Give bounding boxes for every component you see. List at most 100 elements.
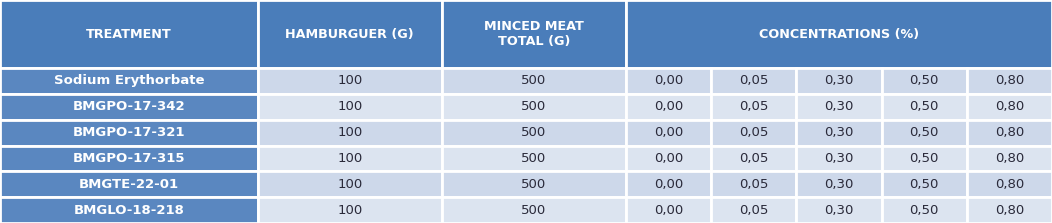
Bar (0, 0, 258, 68)
Bar (0, 197, 258, 223)
Text: 0,05: 0,05 (740, 178, 768, 191)
Bar (711, 120, 796, 145)
Text: 100: 100 (337, 152, 363, 165)
Text: CONCENTRATIONS (%): CONCENTRATIONS (%) (758, 27, 919, 41)
Text: BMGTE-22-01: BMGTE-22-01 (79, 178, 179, 191)
Text: 0,80: 0,80 (995, 178, 1024, 191)
Text: 500: 500 (521, 204, 547, 217)
Text: 0,00: 0,00 (654, 178, 683, 191)
Bar (711, 171, 796, 197)
Text: 100: 100 (337, 178, 363, 191)
Text: 0,05: 0,05 (740, 152, 768, 165)
Text: 0,00: 0,00 (654, 74, 683, 87)
Text: 0,80: 0,80 (995, 74, 1024, 87)
Bar (442, 120, 626, 145)
Text: MINCED MEAT
TOTAL (G): MINCED MEAT TOTAL (G) (484, 20, 584, 48)
Bar (0, 171, 258, 197)
Bar (0, 145, 258, 171)
Bar (796, 120, 882, 145)
Bar (626, 68, 711, 94)
Bar (711, 94, 796, 120)
Text: BMGPO-17-321: BMGPO-17-321 (73, 126, 185, 139)
Bar (0, 94, 258, 120)
Bar (626, 120, 711, 145)
Bar (796, 68, 882, 94)
Text: 0,05: 0,05 (740, 204, 768, 217)
Text: 0,80: 0,80 (995, 152, 1024, 165)
Bar (882, 94, 967, 120)
Text: 0,30: 0,30 (825, 100, 853, 113)
Bar (882, 68, 967, 94)
Bar (442, 197, 626, 223)
Text: 0,05: 0,05 (740, 100, 768, 113)
Text: 0,80: 0,80 (995, 204, 1024, 217)
Bar (967, 94, 1052, 120)
Bar (0, 68, 258, 94)
Text: 0,05: 0,05 (740, 126, 768, 139)
Text: 0,50: 0,50 (910, 74, 938, 87)
Bar (258, 68, 442, 94)
Text: BMGPO-17-315: BMGPO-17-315 (73, 152, 185, 165)
Text: 0,30: 0,30 (825, 204, 853, 217)
Text: 0,30: 0,30 (825, 126, 853, 139)
Text: BMGLO-18-218: BMGLO-18-218 (74, 204, 184, 217)
Bar (442, 171, 626, 197)
Bar (796, 94, 882, 120)
Text: Sodium Erythorbate: Sodium Erythorbate (54, 74, 204, 87)
Bar (967, 120, 1052, 145)
Text: 500: 500 (521, 152, 547, 165)
Text: 100: 100 (337, 100, 363, 113)
Bar (258, 120, 442, 145)
Text: HAMBURGUER (G): HAMBURGUER (G) (285, 27, 414, 41)
Bar (882, 145, 967, 171)
Text: 0,00: 0,00 (654, 126, 683, 139)
Text: 0,30: 0,30 (825, 178, 853, 191)
Text: 500: 500 (521, 74, 547, 87)
Bar (967, 171, 1052, 197)
Text: 0,80: 0,80 (995, 100, 1024, 113)
Bar (967, 145, 1052, 171)
Bar (626, 0, 1052, 68)
Bar (258, 145, 442, 171)
Text: 500: 500 (521, 178, 547, 191)
Bar (258, 94, 442, 120)
Text: 500: 500 (521, 100, 547, 113)
Bar (626, 94, 711, 120)
Bar (882, 197, 967, 223)
Bar (442, 68, 626, 94)
Text: 0,00: 0,00 (654, 204, 683, 217)
Bar (0, 120, 258, 145)
Text: 0,05: 0,05 (740, 74, 768, 87)
Bar (711, 197, 796, 223)
Text: BMGPO-17-342: BMGPO-17-342 (73, 100, 185, 113)
Text: 0,50: 0,50 (910, 100, 938, 113)
Bar (796, 145, 882, 171)
Bar (442, 145, 626, 171)
Text: 0,50: 0,50 (910, 204, 938, 217)
Bar (626, 197, 711, 223)
Bar (442, 0, 626, 68)
Bar (442, 94, 626, 120)
Text: 0,30: 0,30 (825, 74, 853, 87)
Text: 100: 100 (337, 204, 363, 217)
Text: 0,00: 0,00 (654, 152, 683, 165)
Text: 500: 500 (521, 126, 547, 139)
Text: 0,00: 0,00 (654, 100, 683, 113)
Bar (711, 145, 796, 171)
Text: 0,50: 0,50 (910, 178, 938, 191)
Bar (967, 197, 1052, 223)
Bar (258, 171, 442, 197)
Text: 0,50: 0,50 (910, 152, 938, 165)
Bar (258, 0, 442, 68)
Text: 0,80: 0,80 (995, 126, 1024, 139)
Bar (796, 197, 882, 223)
Bar (882, 171, 967, 197)
Text: 100: 100 (337, 126, 363, 139)
Bar (626, 171, 711, 197)
Bar (258, 197, 442, 223)
Text: TREATMENT: TREATMENT (86, 27, 171, 41)
Text: 100: 100 (337, 74, 363, 87)
Text: 0,50: 0,50 (910, 126, 938, 139)
Bar (882, 120, 967, 145)
Text: 0,30: 0,30 (825, 152, 853, 165)
